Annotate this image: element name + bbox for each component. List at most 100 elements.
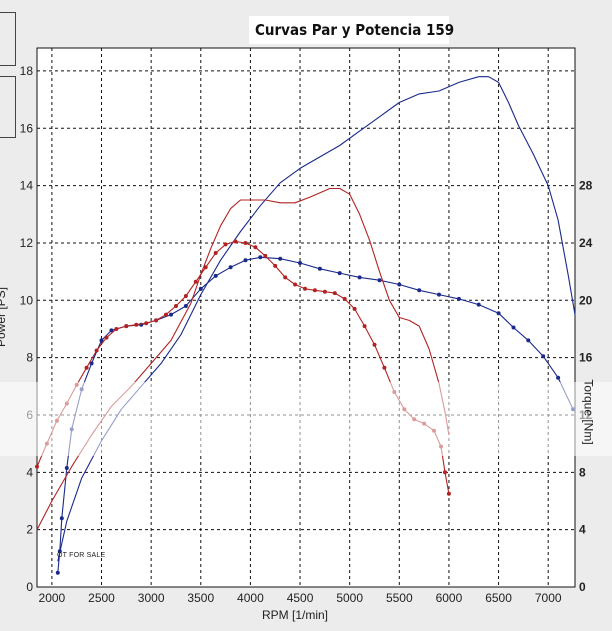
data-point — [526, 338, 531, 343]
data-point — [283, 275, 288, 280]
y-tick-label-right: 4 — [579, 523, 586, 537]
data-point — [114, 327, 119, 331]
x-tick-label: 2000 — [39, 591, 66, 605]
data-point — [243, 258, 248, 263]
data-point — [69, 427, 74, 432]
data-point — [59, 516, 64, 521]
data-point — [183, 294, 188, 298]
y-tick-label-left: 18 — [20, 64, 34, 78]
data-point — [74, 382, 79, 387]
x-tick-label: 4000 — [237, 591, 264, 605]
y-tick-label-left: 8 — [26, 351, 33, 365]
data-point — [89, 361, 94, 366]
data-point — [193, 279, 198, 284]
x-tick-label: 3000 — [138, 591, 165, 605]
data-point — [312, 288, 317, 293]
data-point — [134, 322, 139, 327]
data-point — [243, 241, 248, 245]
data-point — [322, 289, 327, 294]
data-point — [104, 335, 109, 340]
data-point — [233, 239, 238, 244]
y-tick-label-right: 20 — [579, 293, 593, 307]
y-tick-label-right: 16 — [579, 351, 593, 365]
data-point — [203, 265, 208, 270]
y-tick-label-left: 16 — [20, 121, 34, 135]
y-tick-label-right: 8 — [579, 465, 586, 479]
data-point — [278, 256, 283, 261]
series-line-2 — [57, 256, 574, 573]
data-point — [412, 417, 417, 422]
data-point — [439, 444, 443, 449]
data-point — [79, 387, 84, 392]
data-point — [258, 255, 263, 260]
data-point — [54, 418, 59, 423]
y-tick-label-right: 24 — [579, 236, 593, 250]
y-tick-label-right: 28 — [579, 179, 593, 193]
data-point — [446, 491, 451, 496]
data-point — [422, 421, 427, 426]
data-point — [303, 286, 307, 291]
x-tick-label: 6000 — [436, 591, 463, 605]
data-point — [357, 275, 362, 280]
y-tick-label-left: 0 — [26, 580, 33, 594]
data-point — [213, 251, 218, 255]
data-point — [496, 311, 501, 316]
tick-labels: 2000 2500 3000 3500 4000 4500 5000 5500 6000 6500… — [20, 64, 593, 605]
y-axis-label-right: Torque [Nm] — [581, 379, 596, 445]
data-point — [541, 354, 546, 359]
data-point — [253, 245, 258, 250]
data-point — [342, 296, 347, 301]
data-point — [556, 375, 561, 380]
data-point — [476, 302, 481, 307]
x-axis-label: RPM [1/min] — [262, 608, 329, 622]
data-point — [337, 271, 342, 276]
data-point — [362, 324, 367, 329]
data-point — [35, 464, 39, 469]
data-point — [44, 441, 49, 446]
y-tick-label-left: 12 — [20, 236, 34, 250]
data-point — [571, 407, 575, 412]
plot-area — [36, 47, 576, 588]
side-panel-top — [0, 12, 16, 66]
chart-title-box: Curvas Par y Potencia 159 — [249, 16, 454, 44]
data-point — [174, 304, 178, 308]
y-tick-label-left: 14 — [20, 179, 34, 193]
data-point — [228, 265, 233, 270]
data-point — [169, 312, 173, 317]
data-point — [64, 466, 69, 470]
y-tick-label-left: 4 — [26, 465, 33, 479]
x-tick-label: 7000 — [535, 591, 562, 605]
data-point — [437, 292, 441, 297]
side-panel-middle — [0, 76, 16, 138]
data-point — [198, 286, 203, 291]
data-point — [64, 401, 69, 406]
data-point — [263, 253, 268, 258]
data-point — [382, 365, 387, 370]
chart-title: Curvas Par y Potencia 159 — [255, 21, 455, 39]
data-point — [298, 261, 302, 265]
x-tick-label: 2500 — [88, 591, 115, 605]
data-point — [417, 288, 422, 293]
y-tick-label-left: 6 — [26, 408, 33, 422]
data-point — [456, 296, 461, 301]
data-point — [144, 321, 149, 326]
data-point — [511, 325, 516, 330]
x-tick-label: 6500 — [485, 591, 512, 605]
data-point — [372, 342, 377, 347]
data-point — [443, 470, 447, 475]
data-point — [402, 407, 407, 412]
data-point — [164, 312, 168, 317]
data-point — [223, 242, 228, 247]
data-point — [94, 348, 99, 353]
y-tick-label-left: 10 — [20, 293, 34, 307]
y-axis-label-left: Power [PS] — [0, 286, 9, 348]
series-line-3 — [36, 187, 450, 530]
y-tick-label-left: 2 — [26, 523, 33, 537]
data-point — [99, 338, 104, 343]
data-point — [432, 428, 436, 433]
x-tick-label: 5000 — [336, 591, 363, 605]
data-point — [352, 306, 357, 311]
data-point — [57, 549, 62, 554]
data-point — [84, 365, 89, 370]
